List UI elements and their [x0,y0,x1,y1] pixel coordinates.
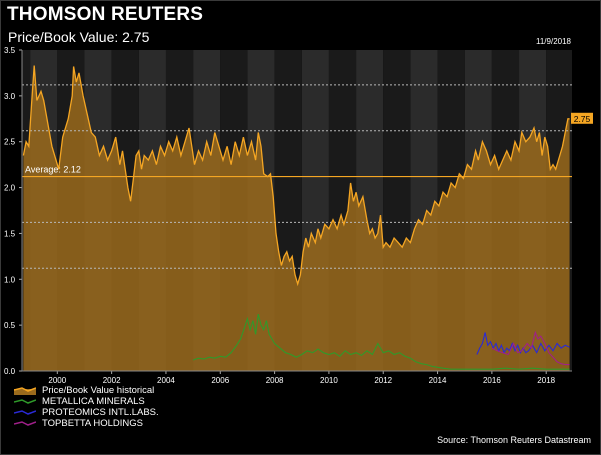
legend-item-topbetta: TOPBETTA HOLDINGS [13,418,159,429]
pb-line [22,65,570,287]
legend-swatch-pb [13,386,37,395]
x-tick-label: 2014 [429,376,447,385]
y-tick-label: 1.5 [4,229,16,238]
series-line-1 [192,313,570,370]
x-tick-label: 2010 [320,376,338,385]
legend-label-metallica: METALLICA MINERALS [42,396,145,407]
y-tick-label: 3.5 [4,46,16,55]
chart-subtitle: Price/Book Value: 2.75 [8,29,150,45]
x-tick-label: 2018 [537,376,555,385]
y-tick-label: 2.5 [4,138,16,147]
legend: Price/Book Value historical METALLICA MI… [13,385,159,429]
source-note: Source: Thomson Reuters Datastream [437,435,591,445]
y-tick-label: 0.5 [4,321,16,330]
x-tick-label: 2000 [48,376,66,385]
y-tick-label: 2.0 [4,184,16,193]
legend-label-pb: Price/Book Value historical [42,385,155,396]
x-tick-label: 2016 [483,376,501,385]
legend-item-pb: Price/Book Value historical [13,385,159,396]
series-line-3 [491,330,570,366]
brand-title: THOMSON REUTERS [7,4,204,25]
x-tick-label: 2012 [374,376,392,385]
legend-item-metallica: METALLICA MINERALS [13,396,159,407]
last-value-label: 2.75 [574,114,591,124]
x-tick-label: 2004 [157,376,175,385]
legend-swatch-metallica [13,397,37,406]
series-line-2 [476,332,570,355]
as-of-date: 11/9/2018 [536,37,571,46]
y-tick-label: 3.0 [4,92,16,101]
legend-label-topbetta: TOPBETTA HOLDINGS [42,418,144,429]
x-tick-label: 2008 [266,376,284,385]
pb-area [23,65,570,371]
x-tick-label: 2002 [103,376,121,385]
legend-swatch-topbetta [13,419,37,428]
legend-item-proteomics: PROTEOMICS INTL.LABS. [13,407,159,418]
legend-label-proteomics: PROTEOMICS INTL.LABS. [42,407,159,418]
last-value-badge [571,112,593,124]
y-tick-label: 1.0 [4,275,16,284]
y-tick-label: 0.0 [4,367,16,376]
average-label: Average: 2.12 [25,165,81,175]
x-tick-label: 2006 [211,376,229,385]
legend-swatch-proteomics [13,408,37,417]
